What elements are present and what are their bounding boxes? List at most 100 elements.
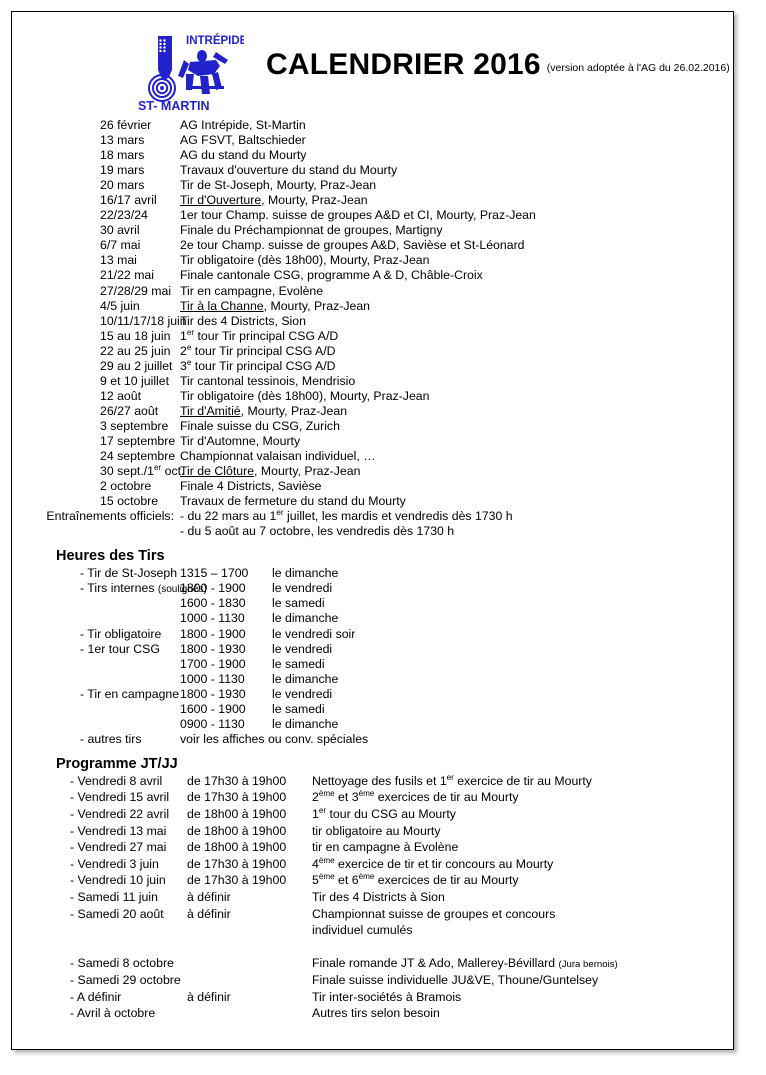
programme-time: de 18h00 à 19h00 <box>187 807 287 822</box>
shooting-hours-row: 1000 - 1130 le dimanche <box>32 672 713 687</box>
programme-description: 4ème exercice de tir et tir concours au … <box>312 855 554 871</box>
programme-description: Championnat suisse de groupes et concour… <box>312 906 556 921</box>
programme-row: - Samedi 11 juin à définir Tir des 4 Distr… <box>32 890 713 907</box>
logo-top-text: INTRÉPIDE <box>186 34 244 47</box>
calendar-entry-date: 30 sept./1er oct. <box>100 462 185 479</box>
calendar-entry-event: Tir cantonal tessinois, Mendrisio <box>180 373 356 388</box>
programme-row: - Vendredi 10 juin de 17h30 à 19h00 5ème e… <box>32 873 713 890</box>
shooting-hours-row: 1600 - 1830 le samedi <box>32 596 713 611</box>
calendar-entry-date: 27/28/29 mai <box>100 283 172 298</box>
calendar-entry-row: 13 mars AG FSVT, Baltschieder <box>32 133 713 148</box>
shooting-hours-label: - Tir de St-Joseph <box>80 566 178 581</box>
calendar-entry-row: 27/28/29 mai Tir en campagne, Evolène <box>32 284 713 299</box>
document-header: INTRÉPIDE ST- MARTIN CALENDRIER 2016 (ver… <box>32 30 730 118</box>
programme-row: - Samedi 8 octobre Finale romande JT & Ad… <box>32 956 713 973</box>
shooting-hours-label: - 1er tour CSG <box>80 641 160 656</box>
calendar-entry-date: 15 octobre <box>100 494 159 509</box>
shooting-hours-day: le vendredi <box>272 581 333 596</box>
calendar-entry-date: 10/11/17/18 juin <box>100 313 187 328</box>
programme-time: à définir <box>187 906 231 921</box>
calendar-entry-event: Tir obligatoire (dès 18h00), Mourty, Pra… <box>180 388 430 403</box>
shooting-hours-day: le vendredi <box>272 686 333 701</box>
shooting-hours-row: 1000 - 1130 le dimanche <box>32 611 713 626</box>
programme-description: 1er tour du CSG au Mourty <box>312 805 456 822</box>
shooting-hours-time: 1700 - 1900 <box>180 656 246 671</box>
programme-description: tir obligatoire au Mourty <box>312 823 441 838</box>
calendar-entry-date: 9 et 10 juillet <box>100 373 170 388</box>
heures-des-tirs-heading: Heures des Tirs <box>56 548 165 565</box>
calendar-list: 26 février AG Intrépide, St-Martin 13 mars… <box>32 118 713 509</box>
shooting-hours-time: 1800 - 1930 <box>180 686 246 701</box>
calendar-entry-row: 10/11/17/18 juin Tir des 4 Districts, Sio… <box>32 314 713 329</box>
calendar-entry-date: 21/22 mai <box>100 268 155 283</box>
shooting-hours-row: - Tir de St-Joseph 1315 – 1700 le dimanche <box>32 566 713 581</box>
logo-bottom-text: ST- MARTIN <box>138 99 210 113</box>
programme-date: - Samedi 20 août <box>70 906 164 921</box>
shooting-hours-row: - Tirs internes (soulignés) 1800 - 1900 le… <box>32 581 713 596</box>
calendar-entry-date: 20 mars <box>100 178 145 193</box>
shooting-hours-time: 1000 - 1130 <box>180 611 245 626</box>
heures-des-tirs-list: - Tir de St-Joseph 1315 – 1700 le dimanche… <box>32 566 713 747</box>
programme-row: - Samedi 20 août à définir Championnat sui… <box>32 907 713 924</box>
calendar-entry-row: 17 septembre Tir d'Automne, Mourty <box>32 434 713 449</box>
document-sheet: INTRÉPIDE ST- MARTIN CALENDRIER 2016 (ver… <box>11 11 734 1050</box>
calendar-entry-event: AG FSVT, Baltschieder <box>180 133 306 148</box>
programme-date: - Samedi 11 juin <box>70 890 158 905</box>
calendar-entry-date: 22/23/24 <box>100 208 148 223</box>
calendar-entry-event: Tir d'Ouverture, Mourty, Praz-Jean <box>180 193 368 208</box>
calendar-entry-event: Finale du Préchampionnat de groupes, Mar… <box>180 223 443 238</box>
calendar-entry-event: AG Intrépide, St-Martin <box>180 118 306 132</box>
calendar-entry-event: Finale suisse du CSG, Zurich <box>180 418 340 433</box>
calendar-entry-row: 16/17 avril Tir d'Ouverture, Mourty, Praz… <box>32 193 713 208</box>
shooting-hours-row: - Tir obligatoire 1800 - 1900 le vendredi … <box>32 627 713 642</box>
calendar-entry-event: Travaux de fermeture du stand du Mourty <box>180 494 406 509</box>
calendar-entry-event: Tir d'Automne, Mourty <box>180 433 301 448</box>
calendar-entry-row: 26/27 août Tir d'Amitié, Mourty, Praz-Jea… <box>32 404 713 419</box>
shooting-hours-time: 1800 - 1900 <box>180 581 246 596</box>
club-logo: INTRÉPIDE ST- MARTIN <box>128 30 244 114</box>
calendar-entry-date: 22 au 25 juin <box>100 343 171 358</box>
programme-time: de 17h30 à 19h00 <box>187 773 287 788</box>
programme-time: de 18h00 à 19h00 <box>187 840 287 855</box>
shooting-hours-day: le vendredi soir <box>272 626 356 641</box>
calendar-entry-date: 17 septembre <box>100 433 176 448</box>
shooting-hours-time: 1315 – 1700 <box>180 566 249 581</box>
programme-time: à définir <box>187 989 231 1004</box>
calendar-entry-row: 12 août Tir obligatoire (dès 18h00), Mour… <box>32 389 713 404</box>
programme-date: - Vendredi 3 juin <box>70 856 159 871</box>
shooting-hours-day: le samedi <box>272 701 325 716</box>
programme-description: Autres tirs selon besoin <box>312 1006 440 1021</box>
programme-date: - Samedi 29 octobre <box>70 973 181 987</box>
shooting-hours-row: - 1er tour CSG 1800 - 1930 le vendredi <box>32 642 713 657</box>
calendar-entry-date: 26 février <box>100 118 152 132</box>
programme-date: - A définir <box>70 989 122 1004</box>
shooting-hours-time: 0900 - 1130 <box>180 716 245 731</box>
calendar-entry-row: 6/7 mai 2e tour Champ. suisse de groupes … <box>32 238 713 253</box>
programme-date: - Vendredi 8 avril <box>70 773 163 788</box>
programme-description: tir en campagne à Evolène <box>312 840 459 855</box>
calendar-entry-row: 4/5 juin Tir à la Channe, Mourty, Praz-Je… <box>32 299 713 314</box>
shooting-hours-row: 0900 - 1130 le dimanche <box>32 717 713 732</box>
training-block: Entraînements officiels: - du 22 mars au … <box>32 509 713 539</box>
page-title: CALENDRIER 2016 <box>266 48 541 81</box>
version-note: (version adoptée à l'AG du 26.02.2016) <box>546 62 730 74</box>
calendar-entry-row: 26 février AG Intrépide, St-Martin <box>32 118 713 133</box>
shooting-hours-time: 1600 - 1830 <box>180 596 246 611</box>
programme-description: 2ème et 3ème exercices de tir au Mourty <box>312 789 519 805</box>
calendar-entry-event: 1er tour Champ. suisse de groupes A&D et… <box>180 208 536 223</box>
calendar-entry-event: Tir à la Channe, Mourty, Praz-Jean <box>180 298 371 313</box>
shooting-hours-day: le dimanche <box>272 566 339 581</box>
shooting-hours-row: 1600 - 1900 le samedi <box>32 702 713 717</box>
programme-heading: Programme JT/JJ <box>56 755 178 772</box>
title-block: CALENDRIER 2016 (version adoptée à l'AG d… <box>244 30 730 82</box>
programme-spacer <box>32 940 713 957</box>
calendar-entry-event: 2e tour Tir principal CSG A/D <box>180 342 336 358</box>
programme-date: - Samedi 8 octobre <box>70 956 174 971</box>
calendar-entry-date: 24 septembre <box>100 449 176 464</box>
shooting-hours-day: le dimanche <box>272 611 339 626</box>
shooting-hours-label: - Tir en campagne <box>80 686 180 701</box>
calendar-entry-date: 16/17 avril <box>100 193 157 208</box>
programme-description: Nettoyage des fusils et 1er exercice de … <box>312 772 592 788</box>
training-row: Entraînements officiels: - du 22 mars au … <box>32 509 713 524</box>
